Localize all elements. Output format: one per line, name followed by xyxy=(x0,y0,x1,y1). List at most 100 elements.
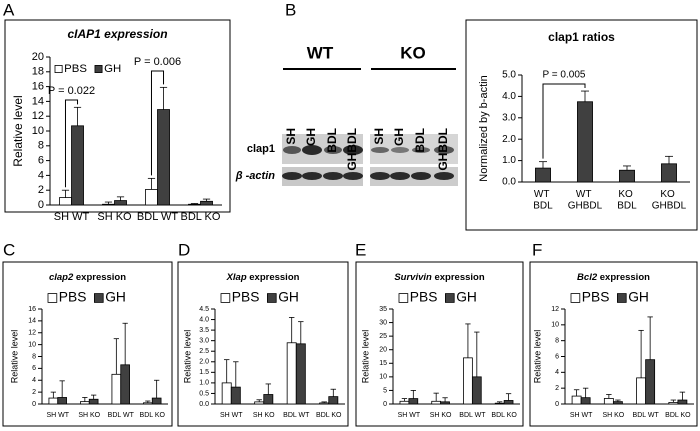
y-tick-label: 16 xyxy=(28,306,36,313)
y-axis-label: Relative level xyxy=(9,330,19,384)
panel-frame xyxy=(529,261,698,427)
y-tick-label: 12 xyxy=(28,330,36,337)
legend-label: PBS xyxy=(232,290,260,305)
bar xyxy=(102,203,115,206)
y-tick-label: 4 xyxy=(38,169,44,181)
x-tick-label: BDL KO xyxy=(665,412,691,419)
lane-label: GH xyxy=(304,128,318,146)
error-bar xyxy=(623,165,631,171)
bar xyxy=(200,200,213,206)
blot-row xyxy=(282,167,363,186)
y-tick-label: 14 xyxy=(32,95,44,107)
error-bar xyxy=(147,177,156,190)
error-bar xyxy=(582,387,589,398)
error-bar xyxy=(190,203,199,205)
bar xyxy=(88,398,99,405)
y-tick-label: 16 xyxy=(32,81,44,93)
error-bar xyxy=(670,399,677,403)
error-bar xyxy=(91,394,97,400)
bar xyxy=(80,401,90,405)
error-bar xyxy=(539,161,547,169)
error-bar xyxy=(233,361,239,388)
legend-label: PBS xyxy=(410,290,438,305)
error-bar xyxy=(73,106,82,126)
western-blot: WT KO clap1 β -actin xyxy=(235,43,458,186)
x-tick-label: BDL WT xyxy=(137,211,178,223)
lane-label: SH xyxy=(372,128,386,145)
y-tick-label: 0 xyxy=(38,199,44,211)
panel-frame xyxy=(465,19,698,231)
bar xyxy=(612,401,623,405)
x-tick-label: BDL KO xyxy=(181,211,221,223)
error-bar xyxy=(330,388,337,397)
bar xyxy=(221,382,232,405)
significance-bracket xyxy=(150,70,165,176)
error-bar xyxy=(410,390,416,399)
y-tick-label: 4.5 xyxy=(199,306,209,313)
bar xyxy=(503,400,514,405)
bar xyxy=(619,169,635,183)
bar xyxy=(48,397,59,405)
y-tick-label: 0 xyxy=(555,401,559,408)
bar xyxy=(114,200,127,206)
x-tick-label: BDL KO xyxy=(491,412,517,419)
error-bar xyxy=(442,397,448,402)
panel-letter: C xyxy=(3,240,15,259)
bar xyxy=(636,377,647,405)
x-tick-label: SH WT xyxy=(398,412,421,419)
y-tick-label: 6 xyxy=(555,353,559,360)
lane-label: GHBDL xyxy=(345,128,359,171)
error-bar xyxy=(474,331,480,377)
error-bar xyxy=(615,399,621,402)
bar xyxy=(111,373,122,405)
y-tick-label: 3.5 xyxy=(199,327,209,334)
lane-label: GHBDL xyxy=(436,128,450,171)
y-tick-label: 2.0 xyxy=(502,134,516,145)
bar xyxy=(440,401,450,405)
annotation: P = 0.022 xyxy=(48,85,95,97)
bar xyxy=(254,401,265,405)
error-bar xyxy=(647,316,653,360)
bar xyxy=(295,343,306,405)
y-tick-label: 30 xyxy=(379,319,387,326)
y-tick-label: 12 xyxy=(32,110,44,122)
y-tick-label: 10 xyxy=(379,374,387,381)
legend-label: GH xyxy=(456,290,477,305)
bar xyxy=(59,197,72,206)
error-bar xyxy=(145,400,151,403)
chart-title: Xlap expression xyxy=(226,272,300,283)
error-bar xyxy=(505,393,512,401)
bar xyxy=(230,386,241,405)
y-tick-label: 1.5 xyxy=(199,369,209,376)
group-label: WT xyxy=(307,43,334,62)
error-bar xyxy=(573,389,580,397)
panel-letter: B xyxy=(285,0,296,19)
y-tick-label: 3.0 xyxy=(199,338,209,345)
x-tick-label: KO GHBDL xyxy=(652,189,687,212)
y-tick-label: 6 xyxy=(38,155,44,167)
error-bar xyxy=(606,394,612,399)
error-bar xyxy=(202,198,211,202)
error-bar xyxy=(154,379,160,399)
x-tick-label: BDL WT xyxy=(459,412,486,419)
y-axis-label: Relative level xyxy=(11,95,25,166)
chart-title: cIAP1 expression xyxy=(67,27,167,41)
panel-frame xyxy=(4,19,231,213)
legend-label: GH xyxy=(104,63,121,75)
x-tick-label: WT GHBDL xyxy=(568,189,603,212)
row-label: β -actin xyxy=(235,170,276,182)
bar xyxy=(71,125,84,206)
y-tick-label: 10 xyxy=(32,125,44,137)
x-tick-label: BDL KO xyxy=(316,412,342,419)
error-bar xyxy=(223,359,230,383)
bar xyxy=(580,397,591,405)
x-tick-label: SH KO xyxy=(253,412,275,419)
bar xyxy=(286,342,297,405)
legend-swatch xyxy=(220,293,231,303)
legend-label: GH xyxy=(628,290,649,305)
x-tick-label: SH KO xyxy=(78,412,100,419)
bar xyxy=(577,101,593,183)
y-tick-label: 0 xyxy=(32,401,36,408)
error-bar xyxy=(465,323,471,358)
